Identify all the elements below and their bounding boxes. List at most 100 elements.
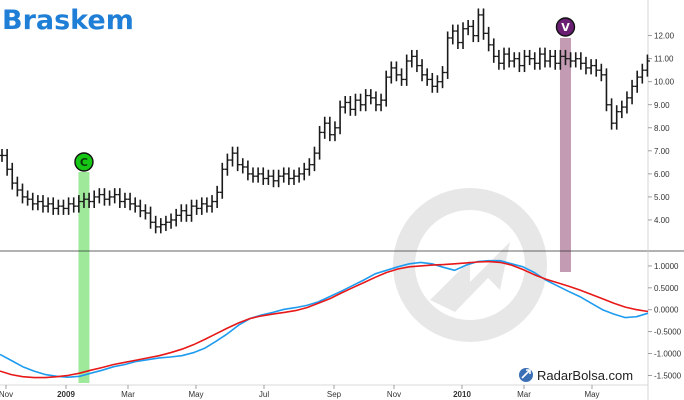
price-bar xyxy=(639,63,645,84)
price-bar xyxy=(14,176,20,197)
price-bar xyxy=(557,49,563,70)
price-bar xyxy=(40,195,46,213)
price-bar xyxy=(409,49,415,68)
price-bar xyxy=(112,188,118,204)
indicator-ytick-label: -1.5000 xyxy=(654,371,682,380)
indicator-lines xyxy=(0,259,649,379)
price-bar xyxy=(270,169,276,188)
sell-marker-label: V xyxy=(561,21,570,34)
slow-line xyxy=(0,260,649,379)
price-bar xyxy=(286,167,292,185)
price-bar xyxy=(578,52,584,70)
price-bar xyxy=(399,68,405,86)
price-bar xyxy=(424,68,430,86)
fast-line xyxy=(0,259,649,379)
price-bar xyxy=(260,167,266,185)
price-bar xyxy=(281,167,287,183)
price-bar xyxy=(96,188,102,204)
price-bar xyxy=(434,75,440,93)
price-bar xyxy=(470,19,476,43)
price-bar xyxy=(224,153,230,176)
price-bar xyxy=(101,188,107,206)
x-tick-label: May xyxy=(584,390,599,399)
price-bar xyxy=(35,195,41,211)
price-bar xyxy=(219,162,225,199)
price-bar xyxy=(199,197,205,215)
price-bar xyxy=(132,197,138,213)
price-bar xyxy=(532,52,538,70)
price-ytick-label: 8.00 xyxy=(654,124,670,133)
price-bar xyxy=(629,79,635,105)
price-bar xyxy=(342,96,348,114)
price-bar xyxy=(55,199,61,215)
watermark: RadarBolsa.com xyxy=(519,368,633,383)
price-bar xyxy=(404,54,410,86)
price-bar xyxy=(337,100,343,135)
price-ytick-label: 4.00 xyxy=(654,216,670,225)
x-tick-label: Mar xyxy=(517,390,531,399)
price-bar xyxy=(481,8,487,40)
price-bar xyxy=(388,61,394,84)
price-bar xyxy=(460,22,466,50)
price-bar xyxy=(393,61,399,82)
price-bar xyxy=(45,197,51,213)
price-bar xyxy=(414,49,420,73)
price-bar xyxy=(183,204,189,222)
price-bar xyxy=(450,24,456,45)
price-bar xyxy=(588,59,594,75)
price-bar xyxy=(189,199,195,222)
price-bar xyxy=(373,91,379,112)
price-bar xyxy=(506,47,512,68)
price-bar xyxy=(562,49,568,66)
price-bar xyxy=(240,158,246,174)
indicator-ytick-label: -1.0000 xyxy=(654,350,682,359)
indicator-ytick-label: 0.5000 xyxy=(654,284,679,293)
signal-markers: CV xyxy=(74,17,576,172)
price-bar xyxy=(383,70,389,107)
indicator-panel: 1.0000 0.5000 0.0000 -0.5000 -1.0000 -1.5000 xyxy=(648,262,682,380)
x-tick-label: 2010 xyxy=(453,390,471,399)
x-tick-label: Mar xyxy=(121,390,135,399)
x-tick-label: May xyxy=(188,390,203,399)
price-bar xyxy=(573,52,579,68)
price-bar xyxy=(644,54,650,77)
indicator-ytick-label: -0.5000 xyxy=(654,328,682,337)
price-bar xyxy=(127,192,133,211)
price-bar xyxy=(255,167,261,183)
price-bar xyxy=(603,68,609,112)
price-bar xyxy=(301,162,307,181)
price-bar xyxy=(168,213,174,229)
price-bar xyxy=(322,116,328,139)
price-bar xyxy=(9,162,15,190)
sell-marker: V xyxy=(555,17,576,37)
price-bar xyxy=(158,218,164,234)
brand-name: Braskem xyxy=(2,5,134,36)
price-bar xyxy=(173,208,179,227)
x-tick-label: 2009 xyxy=(57,390,75,399)
price-bar xyxy=(71,197,77,213)
indicator-ytick-label: 1.0000 xyxy=(654,262,679,271)
price-bar xyxy=(296,167,302,183)
price-bar xyxy=(60,199,66,215)
price-bar xyxy=(214,185,220,208)
indicator-ytick-label: 0.0000 xyxy=(654,306,679,315)
price-bar xyxy=(230,146,236,167)
x-axis: Nov 2009 Mar May Jul Sep Nov 2010 Mar May xyxy=(0,384,648,399)
price-ytick-label: 7.00 xyxy=(654,147,670,156)
price-bar xyxy=(91,190,97,208)
x-tick-label: Sep xyxy=(327,390,342,399)
price-bar xyxy=(86,192,92,208)
price-bar xyxy=(25,190,31,206)
price-bar xyxy=(50,197,56,215)
price-bar xyxy=(291,169,297,185)
x-tick-label: Nov xyxy=(387,390,401,399)
price-bar xyxy=(332,121,338,142)
price-bar xyxy=(276,169,282,188)
price-bar xyxy=(311,146,317,172)
price-bar xyxy=(148,206,154,229)
price-bar xyxy=(209,195,215,213)
price-bar xyxy=(593,59,599,77)
x-tick-label: Nov xyxy=(0,390,13,399)
price-bar xyxy=(568,52,574,68)
